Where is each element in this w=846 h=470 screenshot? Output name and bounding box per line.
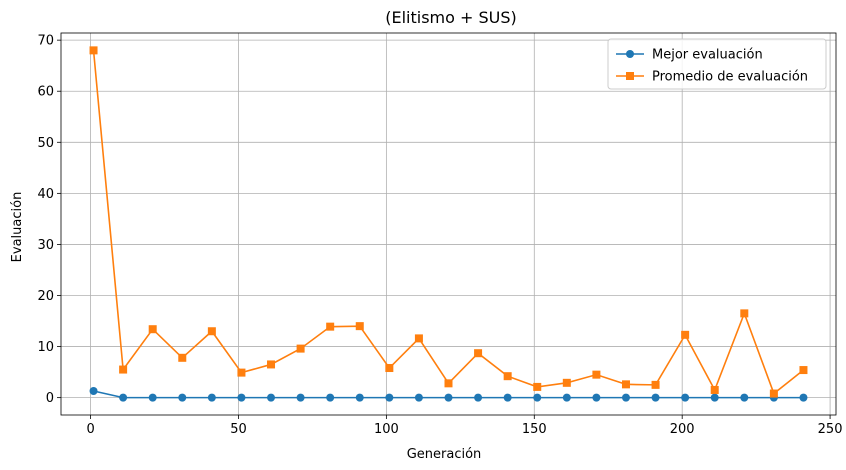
data-point-square	[237, 368, 246, 377]
data-point-circle	[385, 393, 394, 402]
chart-title: (Elitismo + SUS)	[385, 8, 517, 27]
series-layer	[89, 46, 808, 402]
data-point-circle	[621, 393, 630, 402]
x-tick-label: 50	[230, 422, 247, 437]
data-point-square	[267, 360, 276, 369]
x-tick-label: 0	[86, 422, 94, 437]
data-point-square	[562, 378, 571, 387]
grid	[61, 33, 836, 415]
x-tick-label: 250	[818, 422, 843, 437]
data-point-square	[148, 325, 157, 334]
data-point-square	[533, 382, 542, 391]
data-point-circle	[562, 393, 571, 402]
data-point-square	[296, 344, 305, 353]
legend-entry-label: Mejor evaluación	[652, 48, 763, 63]
data-point-square	[474, 349, 483, 358]
y-axis-label: Evaluación	[10, 192, 25, 263]
data-point-square	[621, 380, 630, 389]
data-point-circle	[207, 393, 216, 402]
data-point-square	[326, 322, 335, 331]
data-point-square	[119, 365, 128, 374]
data-point-square	[414, 334, 423, 343]
data-point-square	[355, 322, 364, 331]
data-point-square	[385, 364, 394, 373]
data-point-square	[89, 46, 98, 55]
data-point-circle	[474, 393, 483, 402]
data-point-square	[710, 385, 719, 394]
data-point-circle	[444, 393, 453, 402]
data-point-square	[799, 366, 808, 375]
legend-marker-circle	[626, 50, 634, 58]
data-point-circle	[148, 393, 157, 402]
y-tick-label: 30	[37, 238, 54, 253]
data-point-square	[769, 389, 778, 398]
data-point-circle	[89, 386, 98, 395]
axes: 0 50 100 150 200 250 0 10 20 30 40 50 60 70	[37, 32, 843, 437]
y-tick-label: 50	[37, 136, 54, 151]
y-tick-label: 60	[37, 85, 54, 100]
data-point-square	[740, 309, 749, 318]
data-point-square	[503, 372, 512, 381]
data-point-circle	[237, 393, 246, 402]
data-point-circle	[681, 393, 690, 402]
data-point-circle	[296, 393, 305, 402]
data-point-circle	[414, 393, 423, 402]
data-point-circle	[740, 393, 749, 402]
data-point-circle	[119, 393, 128, 402]
data-point-circle	[326, 393, 335, 402]
legend-box	[607, 38, 827, 90]
y-tick-label: 70	[37, 34, 54, 49]
x-tick-label: 150	[522, 422, 547, 437]
data-point-square	[651, 380, 660, 389]
legend-entry-label: Promedio de evaluación	[652, 70, 808, 85]
data-point-circle	[267, 393, 276, 402]
data-point-circle	[178, 393, 187, 402]
data-point-square	[444, 379, 453, 388]
y-tick-label: 20	[37, 289, 54, 304]
x-tick-label: 100	[374, 422, 399, 437]
data-point-circle	[651, 393, 660, 402]
x-axis-label: Generación	[407, 447, 482, 462]
data-point-square	[681, 330, 690, 339]
data-point-circle	[592, 393, 601, 402]
data-point-circle	[355, 393, 364, 402]
data-point-circle	[533, 393, 542, 402]
y-tick-label: 0	[46, 391, 54, 406]
legend-marker-square	[626, 72, 634, 80]
data-point-square	[592, 370, 601, 379]
y-tick-label: 10	[37, 340, 54, 355]
plot-frame	[60, 32, 837, 416]
data-point-square	[178, 353, 187, 362]
legend: Mejor evaluación Promedio de evaluación	[607, 38, 827, 90]
y-tick-label: 40	[37, 187, 54, 202]
data-point-circle	[503, 393, 512, 402]
series-line-2	[92, 50, 804, 395]
data-point-circle	[710, 393, 719, 402]
x-tick-label: 200	[670, 422, 695, 437]
data-point-square	[207, 327, 216, 336]
data-point-circle	[799, 393, 808, 402]
